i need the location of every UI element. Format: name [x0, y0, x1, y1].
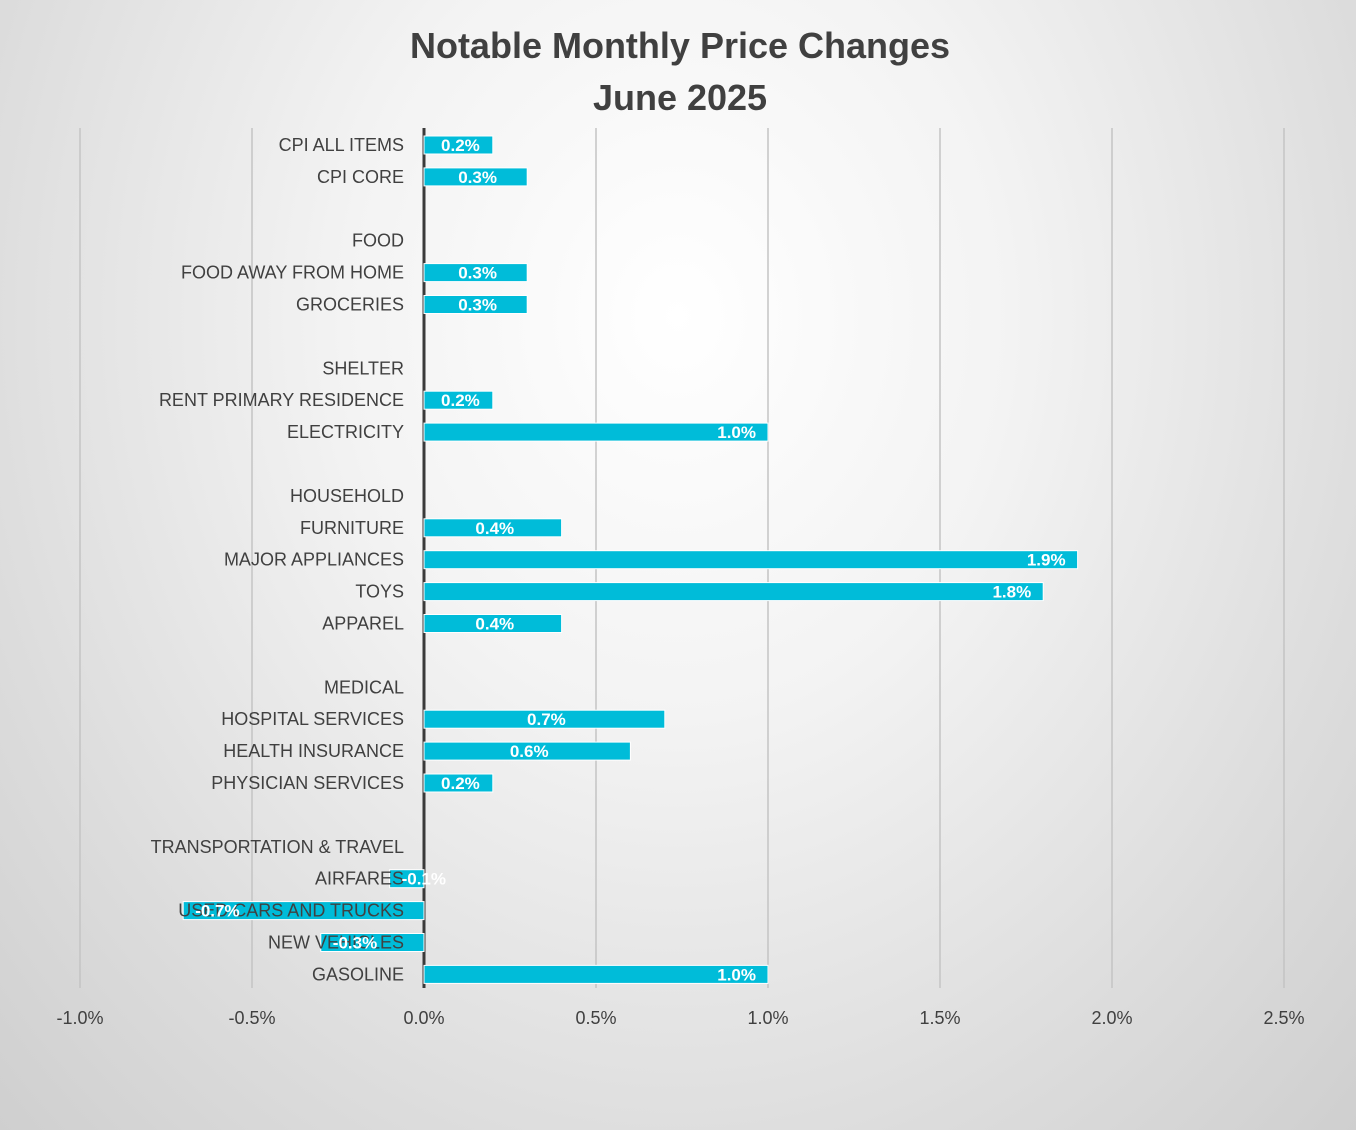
category-label: HOSPITAL SERVICES [221, 709, 404, 729]
data-label: 0.7% [527, 710, 566, 729]
bar [423, 295, 528, 314]
category-label: PHYSICIAN SERVICES [211, 773, 404, 793]
data-label: 0.3% [458, 296, 497, 315]
bar [423, 582, 1044, 602]
category-label: AIRFARES [315, 869, 404, 889]
category-label: GASOLINE [312, 964, 404, 984]
category-label: GROCERIES [296, 295, 404, 315]
data-label: -0.3% [333, 934, 377, 953]
data-label: 0.3% [458, 168, 497, 187]
bar [423, 550, 1079, 570]
category-label: MAJOR APPLIANCES [224, 550, 404, 570]
category-label: ELECTRICITY [287, 422, 404, 442]
bar [423, 773, 494, 793]
x-tick-label: -1.0% [56, 1008, 103, 1028]
data-label: 1.8% [992, 583, 1031, 602]
category-labels: CPI ALL ITEMS CPI CORE FOOD FOOD AWAY FROM … [151, 135, 404, 984]
bar [423, 614, 563, 633]
data-label: 0.2% [441, 136, 480, 155]
x-tick-label: 0.0% [403, 1008, 444, 1028]
chart-title: Notable Monthly Price Changes [410, 25, 950, 66]
bar [423, 964, 769, 984]
data-labels: 0.2% 0.3% 0.3% 0.3% 0.2% 1.0% 0.4% 1.9% 1.8% 0.4%… [195, 136, 1065, 984]
data-label: -0.7% [195, 902, 239, 921]
data-label: -0.1% [402, 870, 446, 889]
category-label: MEDICAL [324, 677, 404, 697]
category-label: FOOD [352, 231, 404, 251]
data-label: 0.2% [441, 774, 480, 793]
data-label: 1.0% [717, 423, 756, 442]
bars [182, 135, 1079, 984]
bar [320, 933, 425, 952]
data-label: 1.0% [717, 965, 756, 984]
category-label: CPI CORE [317, 167, 404, 187]
category-label: RENT PRIMARY RESIDENCE [159, 390, 404, 410]
data-label: 0.4% [475, 615, 514, 634]
data-label: 1.9% [1027, 551, 1066, 570]
category-label: CPI ALL ITEMS [279, 135, 404, 155]
category-label: FOOD AWAY FROM HOME [181, 263, 404, 283]
category-label: APPAREL [322, 614, 404, 634]
data-label: 0.3% [458, 264, 497, 283]
chart-subtitle: June 2025 [593, 77, 767, 118]
category-label: HOUSEHOLD [290, 486, 404, 506]
bar [423, 518, 563, 538]
x-tick-label: 2.5% [1263, 1008, 1304, 1028]
data-label: 0.2% [441, 391, 480, 410]
category-label: FURNITURE [300, 518, 404, 538]
x-tick-label: -0.5% [228, 1008, 275, 1028]
category-label: SHELTER [322, 358, 404, 378]
bar [423, 422, 769, 442]
bar [423, 709, 666, 729]
data-label: 0.6% [510, 742, 549, 761]
bar [389, 869, 425, 889]
x-tick-label: 0.5% [575, 1008, 616, 1028]
x-tick-label: 2.0% [1091, 1008, 1132, 1028]
bar [423, 167, 528, 187]
category-label: NEW VEHICLES [268, 933, 404, 953]
bar [182, 901, 425, 921]
bar [423, 263, 528, 283]
bar [423, 741, 631, 761]
x-tick-label: 1.0% [747, 1008, 788, 1028]
bar [423, 135, 494, 155]
x-tick-label: 1.5% [919, 1008, 960, 1028]
category-label: TRANSPORTATION & TRAVEL [151, 837, 404, 857]
x-axis-ticks: -1.0% -0.5% 0.0% 0.5% 1.0% 1.5% 2.0% 2.5% [56, 1008, 1304, 1028]
category-label: USED CARS AND TRUCKS [178, 901, 404, 921]
data-label: 0.4% [475, 519, 514, 538]
category-label: HEALTH INSURANCE [223, 741, 404, 761]
category-label: TOYS [355, 582, 404, 602]
bar [423, 390, 494, 410]
